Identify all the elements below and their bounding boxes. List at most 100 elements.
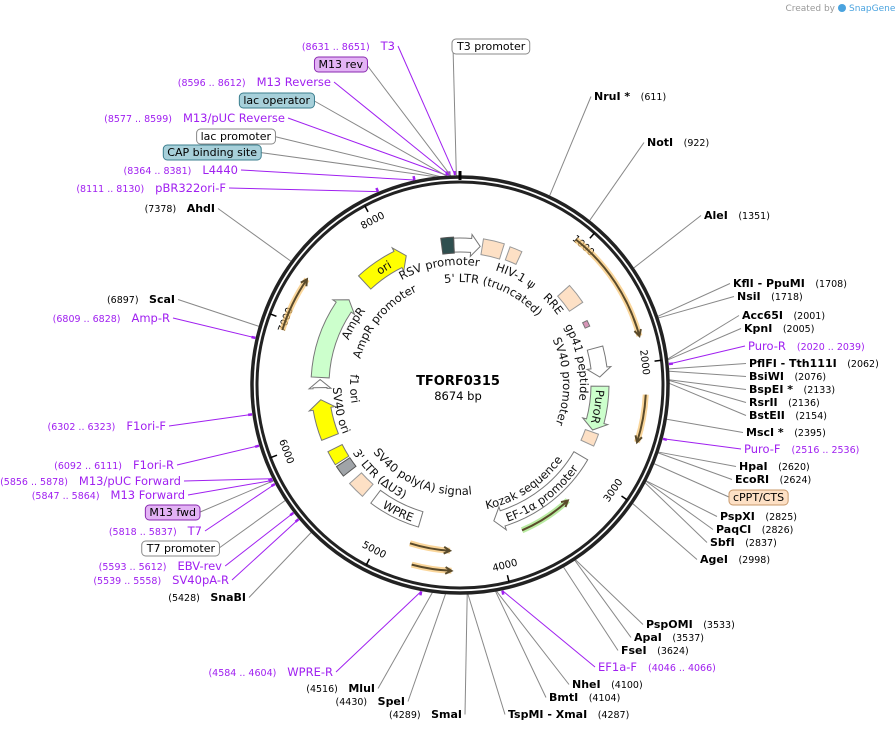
feature-label[interactable]: M13 rev: [313, 56, 368, 73]
enzyme-site-label[interactable]: (4289) SmaI: [389, 708, 462, 721]
label-name: NheI: [572, 678, 601, 691]
label-text: (8577 .. 8599) M13/pUC Reverse: [104, 111, 285, 125]
inner-feature-label: SV40 promoter: [550, 335, 574, 428]
sv40-promoter-arrow[interactable]: [585, 345, 613, 378]
primer-label[interactable]: EF1a-F (4046 .. 4066): [598, 660, 716, 674]
enzyme-site-label[interactable]: NsiI (1718): [737, 290, 803, 303]
leader-line: [377, 591, 434, 689]
5-ltr-box[interactable]: [480, 238, 505, 260]
3-ltr-box[interactable]: [348, 472, 374, 498]
lac-feature-stack[interactable]: [440, 236, 455, 255]
enzyme-site-label[interactable]: RsrII (2136): [749, 396, 820, 409]
leader-line: [588, 142, 645, 222]
label-name: F1ori-F: [126, 419, 166, 433]
primer-label[interactable]: (5847 .. 5864) M13 Forward: [32, 488, 185, 502]
primer-label[interactable]: (5593 .. 5612) EBV-rev: [99, 559, 223, 573]
enzyme-site-label[interactable]: (7378) AhdI: [145, 202, 215, 215]
hiv-psi-box[interactable]: [504, 246, 523, 266]
label-text: (5428) SnaBI: [168, 591, 246, 604]
cppt-box[interactable]: [580, 428, 600, 447]
feature-label[interactable]: lac promoter: [196, 128, 276, 145]
puror-arrow[interactable]: [581, 385, 610, 431]
enzyme-site-label[interactable]: (6897) ScaI: [107, 293, 175, 306]
primer-label[interactable]: (8111 .. 8130) pBR322ori-F: [76, 181, 226, 195]
label-position: (2516 .. 2536): [791, 445, 859, 456]
enzyme-site-label[interactable]: PflFI - Tth111I (2062): [749, 357, 879, 370]
enzyme-site-label[interactable]: (4430) SpeI: [336, 695, 405, 708]
ori-arrow[interactable]: [357, 246, 407, 290]
primer-label[interactable]: (8364 .. 8381) L4440: [123, 163, 238, 177]
snapgene-credit[interactable]: Created by SnapGene: [785, 4, 896, 14]
enzyme-site-label[interactable]: (4516) MluI: [306, 682, 375, 695]
enzyme-site-label[interactable]: NruI * (611): [594, 90, 666, 103]
f1-ori-arrow[interactable]: [307, 399, 340, 442]
enzyme-site-label[interactable]: Acc65I (2001): [742, 309, 825, 322]
enzyme-site-label[interactable]: KpnI (2005): [744, 322, 814, 335]
primer-label[interactable]: (6092 .. 6111) F1ori-R: [54, 458, 174, 472]
enzyme-site-label[interactable]: NheI (4100): [572, 678, 643, 691]
label-text: (4289) SmaI: [389, 708, 462, 721]
primer-label[interactable]: Puro-R (2020 .. 2039): [748, 339, 865, 353]
leader-line: [656, 451, 737, 467]
sv40-polya-box[interactable]: [335, 457, 357, 477]
primer-label[interactable]: (6302 .. 6323) F1ori-F: [48, 419, 166, 433]
enzyme-site-label[interactable]: BsiWI (2076): [749, 370, 826, 383]
sv40-ori-box[interactable]: [327, 443, 350, 466]
enzyme-site-label[interactable]: NotI (922): [647, 136, 709, 149]
primer-label[interactable]: (6809 .. 6828) Amp-R: [53, 311, 170, 325]
enzyme-site-label[interactable]: SbfI (2837): [710, 536, 777, 549]
feature-label[interactable]: cPPT/CTS: [728, 489, 789, 506]
primer-label[interactable]: (8631 .. 8651) T3: [302, 39, 395, 53]
orf-arc[interactable]: [575, 238, 641, 337]
label-position: (4287): [598, 710, 630, 721]
gp41-box[interactable]: [581, 319, 591, 329]
label-position: (5847 .. 5864): [32, 491, 100, 502]
rre-box[interactable]: [556, 284, 584, 312]
enzyme-site-label[interactable]: EcoRI (2624): [735, 473, 811, 486]
enzyme-site-label[interactable]: TspMI - XmaI (4287): [508, 708, 629, 721]
primer-label[interactable]: (5539 .. 5558) SV40pA-R: [93, 573, 229, 587]
enzyme-site-label[interactable]: KflI - PpuMI (1708): [733, 277, 847, 290]
enzyme-site-label[interactable]: MscI * (2395): [746, 426, 826, 439]
enzyme-site-label[interactable]: FseI (3624): [621, 644, 689, 657]
wpre-box[interactable]: [370, 489, 424, 528]
feature-label[interactable]: CAP binding site: [162, 144, 262, 161]
ef1a-promoter-arrow[interactable]: [493, 451, 589, 532]
rsv-promoter-arrow[interactable]: [453, 233, 481, 258]
enzyme-site-label[interactable]: HpaI (2620): [739, 460, 810, 473]
leader-line: [198, 479, 276, 513]
primer-label[interactable]: Puro-F (2516 .. 2536): [744, 442, 859, 456]
enzyme-site-label[interactable]: PspXI (2825): [720, 510, 797, 523]
label-name: SV40pA-R: [172, 573, 229, 587]
label-position: (2837): [745, 538, 777, 549]
ampr-arrow[interactable]: [310, 299, 356, 379]
primer-label[interactable]: (8596 .. 8612) M13 Reverse: [178, 75, 331, 89]
feature-box: [196, 128, 276, 145]
enzyme-site-label[interactable]: BstEII (2154): [749, 409, 827, 422]
feature-label[interactable]: T7 promoter: [141, 540, 220, 557]
feature-label[interactable]: lac operator: [238, 92, 315, 109]
primer-label[interactable]: (4584 .. 4604) WPRE-R: [208, 665, 333, 679]
enzyme-site-label[interactable]: BspEI * (2133): [749, 383, 835, 396]
feature-label[interactable]: M13 fwd: [144, 504, 201, 521]
feature-label[interactable]: T3 promoter: [451, 38, 531, 55]
enzyme-site-label[interactable]: ApaI (3537): [634, 631, 704, 644]
enzyme-site-label[interactable]: BmtI (4104): [549, 691, 620, 704]
label-name: EcoRI: [735, 473, 769, 486]
label-text: PflFI - Tth111I (2062): [749, 357, 879, 370]
label-name: Puro-F: [744, 442, 781, 456]
orf-arc-ef1a[interactable]: [521, 499, 569, 532]
label-name: SnaBI: [210, 591, 246, 604]
label-position: (2076): [794, 372, 826, 383]
enzyme-site-label[interactable]: PspOMI (3533): [646, 618, 735, 631]
label-name: Puro-R: [748, 339, 786, 353]
enzyme-site-label[interactable]: AgeI (2998): [700, 553, 770, 566]
enzyme-site-label[interactable]: AleI (1351): [704, 209, 770, 222]
label-name: PspOMI: [646, 618, 693, 631]
primer-label[interactable]: (5856 .. 5878) M13/pUC Forward: [0, 474, 181, 488]
primer-label[interactable]: (8577 .. 8599) M13/pUC Reverse: [104, 111, 285, 125]
enzyme-site-label[interactable]: PaqCI (2826): [716, 523, 793, 536]
primer-label[interactable]: (5818 .. 5837) T7: [109, 524, 202, 538]
enzyme-site-label[interactable]: (5428) SnaBI: [168, 591, 246, 604]
ampr-promoter-arrow[interactable]: [307, 378, 333, 390]
